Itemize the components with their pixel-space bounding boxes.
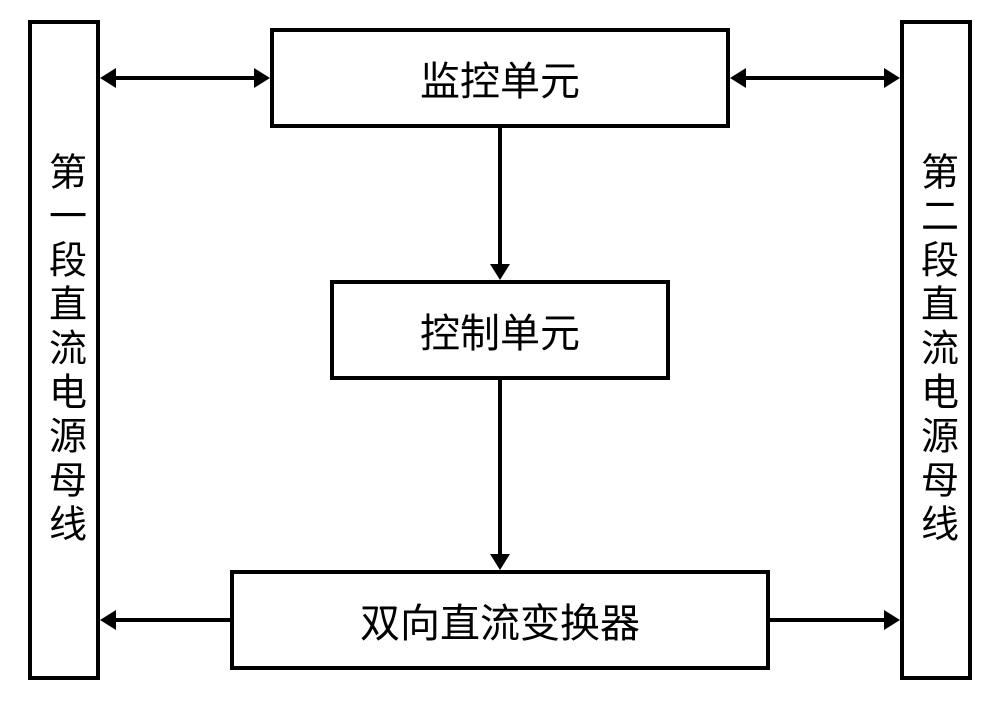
right-bus-label: 第二段直流电源母线 [909,152,964,548]
left-bus-label: 第一段直流电源母线 [37,152,92,548]
monitor-unit-label: 监控单元 [420,49,580,107]
block-diagram: 第一段直流电源母线 第二段直流电源母线 监控单元 控制单元 双向直流变换器 [0,0,998,702]
converter-label: 双向直流变换器 [360,591,640,649]
right-bus-box: 第二段直流电源母线 [900,20,972,680]
converter-box: 双向直流变换器 [230,570,770,670]
control-unit-label: 控制单元 [420,301,580,359]
monitor-unit-box: 监控单元 [270,28,730,128]
left-bus-box: 第一段直流电源母线 [28,20,100,680]
control-unit-box: 控制单元 [330,280,670,380]
